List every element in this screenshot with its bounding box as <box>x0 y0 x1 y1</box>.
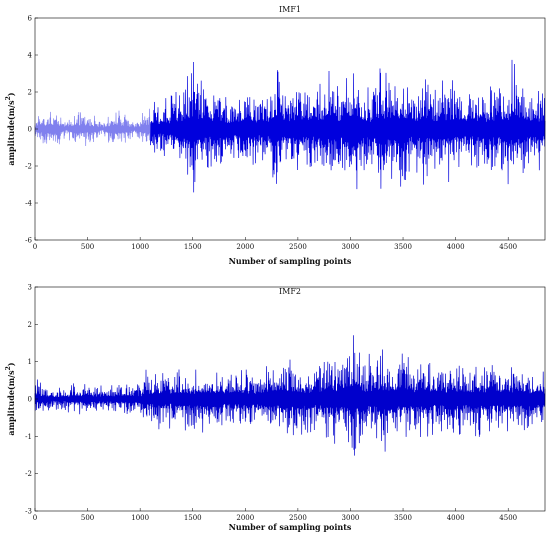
imf1-x-tick-label: 3500 <box>394 243 412 251</box>
imf2-panel: IMF2 0 500 1000 1500 2000 2500 3000 3500 4000 450… <box>5 284 546 532</box>
imf1-title: IMF1 <box>279 5 301 14</box>
imf1-x-tick-label: 2500 <box>289 243 307 251</box>
imf2-y-tick-label: 1 <box>28 358 32 366</box>
svg-text:amplitude(m/s2): amplitude(m/s2) <box>5 362 16 435</box>
imf2-x-tick-label: 500 <box>81 514 94 522</box>
imf1-y-tick-label: -4 <box>25 200 32 208</box>
imf2-y-tick-label: -3 <box>25 508 32 516</box>
imf2-y-ticks: -3 -2 -1 0 1 2 3 <box>25 284 38 516</box>
imf2-x-tick-label: 2500 <box>289 514 307 522</box>
imf1-y-ticks: -6 -4 -2 0 2 4 6 <box>25 15 38 245</box>
imf1-y-axis-label-suffix: ) <box>6 92 16 96</box>
imf2-x-tick-label: 3000 <box>342 514 360 522</box>
imf2-x-tick-label: 1500 <box>184 514 202 522</box>
imf1-x-tick-label: 1000 <box>131 243 149 251</box>
imf2-y-axis-label-sup: 2 <box>5 366 12 370</box>
imf1-x-tick-label: 1500 <box>184 243 202 251</box>
imf2-y-axis-label-suffix: ) <box>6 362 16 366</box>
imf2-title: IMF2 <box>279 287 301 296</box>
imf2-y-axis-label: amplitude(m/s2) <box>5 362 16 435</box>
imf2-x-tick-label: 0 <box>33 514 37 522</box>
imf1-x-ticks: 0 500 1000 1500 2000 2500 3000 3500 4000 4500 <box>33 237 517 251</box>
imf2-x-tick-label: 4500 <box>499 514 517 522</box>
imf2-x-axis-label: Number of sampling points <box>229 522 352 532</box>
svg-text:amplitude(m/s2): amplitude(m/s2) <box>5 92 16 165</box>
imf2-y-tick-label: 2 <box>28 321 32 329</box>
imf1-series-0-line <box>150 59 546 193</box>
imf1-plot-area <box>34 59 546 193</box>
imf1-x-axis-label: Number of sampling points <box>229 256 352 266</box>
imf1-x-tick-label: 500 <box>81 243 94 251</box>
imf1-panel: IMF1 0 500 1000 1500 2000 2500 3000 3500 4000 450… <box>5 5 546 266</box>
imf2-series-0-line <box>34 335 546 456</box>
imf1-y-tick-label: -6 <box>25 237 32 245</box>
imf2-y-tick-label: -1 <box>25 433 32 441</box>
imf2-x-tick-label: 4000 <box>447 514 465 522</box>
imf1-x-tick-label: 3000 <box>342 243 360 251</box>
imf1-y-tick-label: 2 <box>28 89 32 97</box>
imf1-y-axis-label: amplitude(m/s2) <box>5 92 16 165</box>
imf1-x-tick-label: 4000 <box>447 243 465 251</box>
imf2-y-axis-label-main: amplitude(m/s <box>6 370 16 436</box>
imf2-plot-area <box>34 335 546 456</box>
imf1-x-tick-label: 0 <box>33 243 37 251</box>
imf1-y-tick-label: 4 <box>28 52 33 60</box>
imf1-y-tick-label: 0 <box>28 126 32 134</box>
imf1-y-axis-label-main: amplitude(m/s <box>6 100 16 166</box>
imf2-x-tick-label: 2000 <box>236 514 254 522</box>
imf2-y-tick-label: 0 <box>28 396 32 404</box>
imf2-x-tick-label: 3500 <box>394 514 412 522</box>
imf2-x-ticks: 0 500 1000 1500 2000 2500 3000 3500 4000 4500 <box>33 508 517 522</box>
imf1-y-axis-label-sup: 2 <box>5 96 12 100</box>
imf2-x-tick-label: 1000 <box>131 514 149 522</box>
imf2-y-tick-label: 3 <box>28 284 32 292</box>
imf1-y-tick-label: -2 <box>25 163 32 171</box>
imf1-x-tick-label: 2000 <box>236 243 254 251</box>
imf1-x-tick-label: 4500 <box>499 243 517 251</box>
imf1-y-tick-label: 6 <box>28 15 33 23</box>
imf2-y-tick-label: -2 <box>25 470 32 478</box>
imf1-series-0-early-line <box>34 108 151 147</box>
